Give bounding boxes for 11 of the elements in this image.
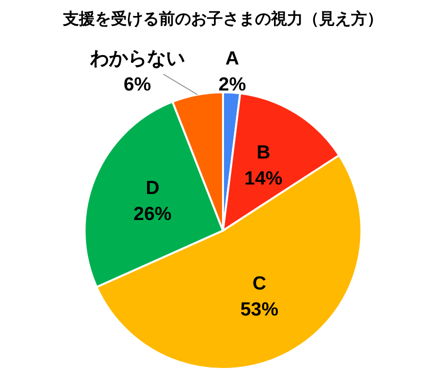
data-label: 53% (240, 300, 278, 321)
slice-label: A (225, 48, 240, 70)
slice-label: わからない (88, 48, 185, 70)
chart-title: 支援を受ける前のお子さまの視力（見え方） (62, 9, 383, 28)
data-label: 2% (218, 74, 246, 96)
slice-label: C (252, 274, 266, 295)
slice-label: D (146, 178, 160, 199)
slice-label: B (256, 142, 270, 164)
data-label: 6% (124, 74, 152, 96)
data-label: 26% (134, 204, 172, 225)
data-label: 14% (244, 168, 283, 190)
